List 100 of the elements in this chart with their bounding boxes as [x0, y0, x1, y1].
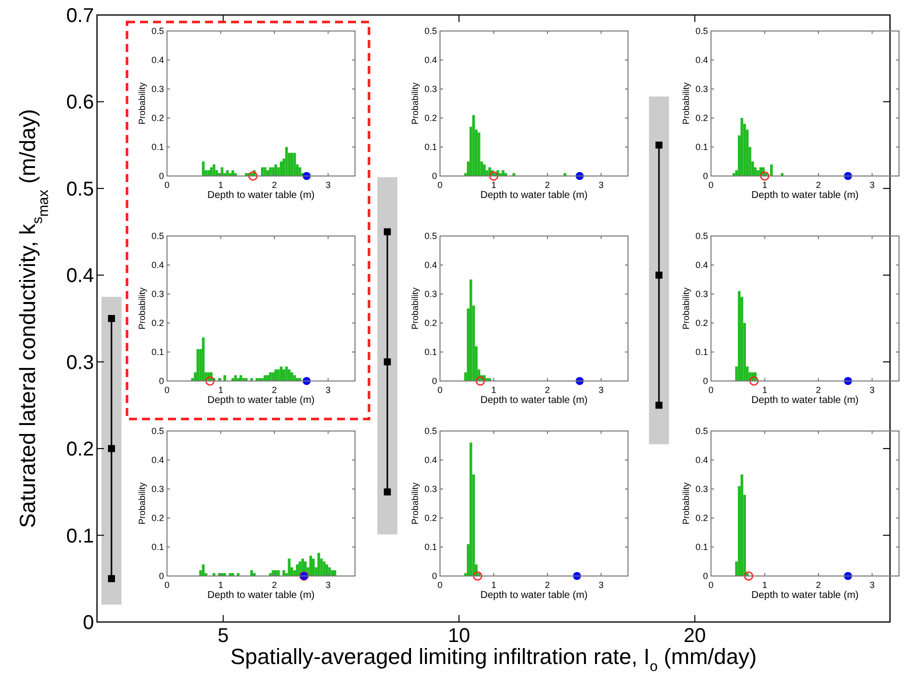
x-tick-label: 3: [870, 385, 875, 395]
x-tick-label: 3: [598, 385, 604, 395]
y-tick-label: 0.4: [151, 260, 164, 270]
y-axis-title: Probability: [681, 82, 691, 125]
y-axis-title: Probability: [410, 82, 420, 125]
x-tick-label: 3: [870, 580, 875, 590]
y-tick-label: 0.2: [695, 513, 708, 524]
x-tick-label: 1: [218, 385, 224, 395]
y-tick-label: 0: [158, 376, 164, 386]
y-tick-label: 0: [432, 571, 437, 582]
y-tick-label: 0: [158, 171, 164, 182]
y-axis-title: Probability: [137, 82, 147, 125]
y-tick-label: 0.3: [424, 484, 437, 494]
y-tick-label: 0: [702, 171, 708, 182]
y-tick-label: 0.1: [424, 347, 437, 358]
x-tick-label: 2: [272, 180, 277, 190]
x-axis-title: Depth to water table (m): [751, 395, 859, 406]
y-tick-label: 0.5: [424, 26, 437, 36]
x-tick-label: 1: [491, 180, 496, 190]
y-axis-title: Probability: [681, 286, 691, 330]
y-tick-label: 0.1: [424, 542, 437, 552]
y-tick-label: 0.1: [695, 542, 708, 552]
y-tick-label: 0.3: [151, 84, 164, 94]
y-tick-label: 0.5: [695, 426, 708, 436]
y-tick-label: 0.2: [66, 438, 94, 461]
y-tick-label: 0.3: [151, 484, 164, 494]
y-tick-label: 0.3: [424, 289, 437, 300]
x-axis-title: Depth to water table (m): [207, 395, 315, 406]
y-tick-label: 0.5: [66, 178, 94, 200]
x-axis-title: Depth to water table (m): [480, 190, 588, 201]
y-tick-label: 0.3: [151, 289, 164, 300]
x-axis-title: Depth to water table (m): [480, 590, 588, 601]
y-tick-label: 0.4: [66, 265, 94, 288]
y-tick-label: 0.1: [695, 142, 708, 152]
y-tick-label: 0.2: [695, 318, 708, 328]
x-tick-label: 1: [762, 180, 768, 190]
y-tick-label: 0.2: [151, 318, 164, 328]
y-tick-label: 0.1: [151, 347, 164, 358]
x-tick-label: 10: [448, 625, 470, 647]
x-tick-label: 1: [491, 580, 496, 590]
y-axis-title: Probability: [681, 482, 691, 525]
y-tick-label: 0.4: [424, 260, 437, 270]
x-axis-title: Depth to water table (m): [207, 190, 315, 201]
y-tick-label: 0.4: [424, 55, 437, 66]
y-tick-label: 0.5: [151, 426, 164, 436]
y-tick-label: 0.4: [695, 55, 708, 66]
y-tick-label: 0.7: [66, 5, 94, 27]
x-tick-label: 5: [218, 625, 229, 647]
x-axis-title: Depth to water table (m): [207, 590, 315, 601]
x-tick-label: 1: [218, 180, 224, 190]
y-tick-label: 0: [432, 376, 437, 386]
y-axis-title: Probability: [137, 286, 147, 330]
x-tick-label: 20: [684, 625, 706, 647]
y-axis-title: Probability: [137, 482, 147, 525]
y-tick-label: 0.2: [695, 113, 708, 124]
x-tick-label: 1: [762, 385, 768, 395]
y-tick-label: 0.5: [424, 426, 437, 436]
y-tick-label: 0: [158, 571, 164, 582]
x-axis-title: Depth to water table (m): [751, 590, 859, 601]
y-tick-label: 0.3: [695, 84, 708, 94]
y-tick-label: 0.6: [66, 92, 94, 114]
x-tick-label: 2: [816, 385, 821, 395]
x-tick-label: 2: [272, 580, 277, 590]
y-tick-label: 0.4: [151, 455, 164, 466]
x-tick-label: 3: [326, 180, 331, 190]
y-tick-label: 0.1: [151, 542, 164, 552]
x-axis-title: Depth to water table (m): [480, 395, 588, 406]
x-tick-label: 3: [326, 580, 331, 590]
x-tick-label: 2: [816, 580, 821, 590]
x-tick-label: 1: [762, 580, 768, 590]
y-axis-title: Probability: [410, 482, 420, 525]
x-tick-label: 2: [544, 180, 550, 190]
y-tick-label: 0.4: [695, 260, 708, 270]
y-tick-label: 0.2: [424, 513, 437, 524]
x-tick-label: 3: [326, 385, 331, 395]
x-tick-label: 2: [544, 580, 550, 590]
y-tick-label: 0: [702, 376, 708, 386]
y-tick-label: 0.2: [424, 113, 437, 124]
y-tick-label: 0.5: [151, 231, 164, 242]
y-axis-title: Probability: [410, 286, 420, 330]
y-tick-label: 0.4: [695, 455, 708, 466]
y-tick-label: 0.1: [695, 347, 708, 358]
y-tick-label: 0.2: [151, 513, 164, 524]
y-tick-label: 0.2: [151, 113, 164, 124]
x-tick-label: 2: [544, 385, 550, 395]
x-tick-label: 1: [491, 385, 496, 395]
y-tick-label: 0: [432, 171, 437, 182]
y-tick-label: 0.2: [424, 318, 437, 328]
y-tick-label: 0.5: [695, 231, 708, 242]
y-tick-label: 0.4: [151, 55, 164, 66]
y-tick-label: 0.3: [66, 352, 94, 374]
y-tick-label: 0.5: [424, 231, 437, 242]
y-tick-label: 0.1: [424, 142, 437, 152]
y-tick-label: 0.5: [151, 26, 164, 36]
x-tick-label: 3: [598, 180, 604, 190]
y-tick-label: 0.1: [66, 525, 94, 548]
x-tick-label: 3: [598, 580, 604, 590]
y-tick-label: 0.5: [695, 26, 708, 36]
y-tick-label: 0.3: [695, 289, 708, 300]
x-axis-title: Spatially-averaged limiting infiltration rate, I$_{o}$ (mm/day): [230, 644, 757, 675]
